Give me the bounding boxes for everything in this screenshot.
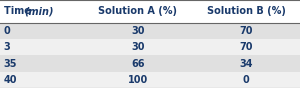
Text: 40: 40 xyxy=(4,75,17,85)
Text: Solution B (%): Solution B (%) xyxy=(207,6,285,16)
Text: Time: Time xyxy=(4,6,34,16)
Text: (min): (min) xyxy=(24,6,53,16)
Bar xyxy=(0,72,300,88)
Text: 100: 100 xyxy=(128,75,148,85)
Text: 70: 70 xyxy=(239,42,253,52)
Bar xyxy=(0,0,300,23)
Text: 35: 35 xyxy=(4,59,17,69)
Bar xyxy=(0,55,300,72)
Text: Solution A (%): Solution A (%) xyxy=(98,6,178,16)
Text: 0: 0 xyxy=(243,75,249,85)
Text: 30: 30 xyxy=(131,26,145,36)
Text: 30: 30 xyxy=(131,42,145,52)
Bar xyxy=(0,39,300,55)
Text: 0: 0 xyxy=(4,26,10,36)
Text: 66: 66 xyxy=(131,59,145,69)
Text: 3: 3 xyxy=(4,42,10,52)
Text: 70: 70 xyxy=(239,26,253,36)
Text: 34: 34 xyxy=(239,59,253,69)
Bar xyxy=(0,23,300,39)
